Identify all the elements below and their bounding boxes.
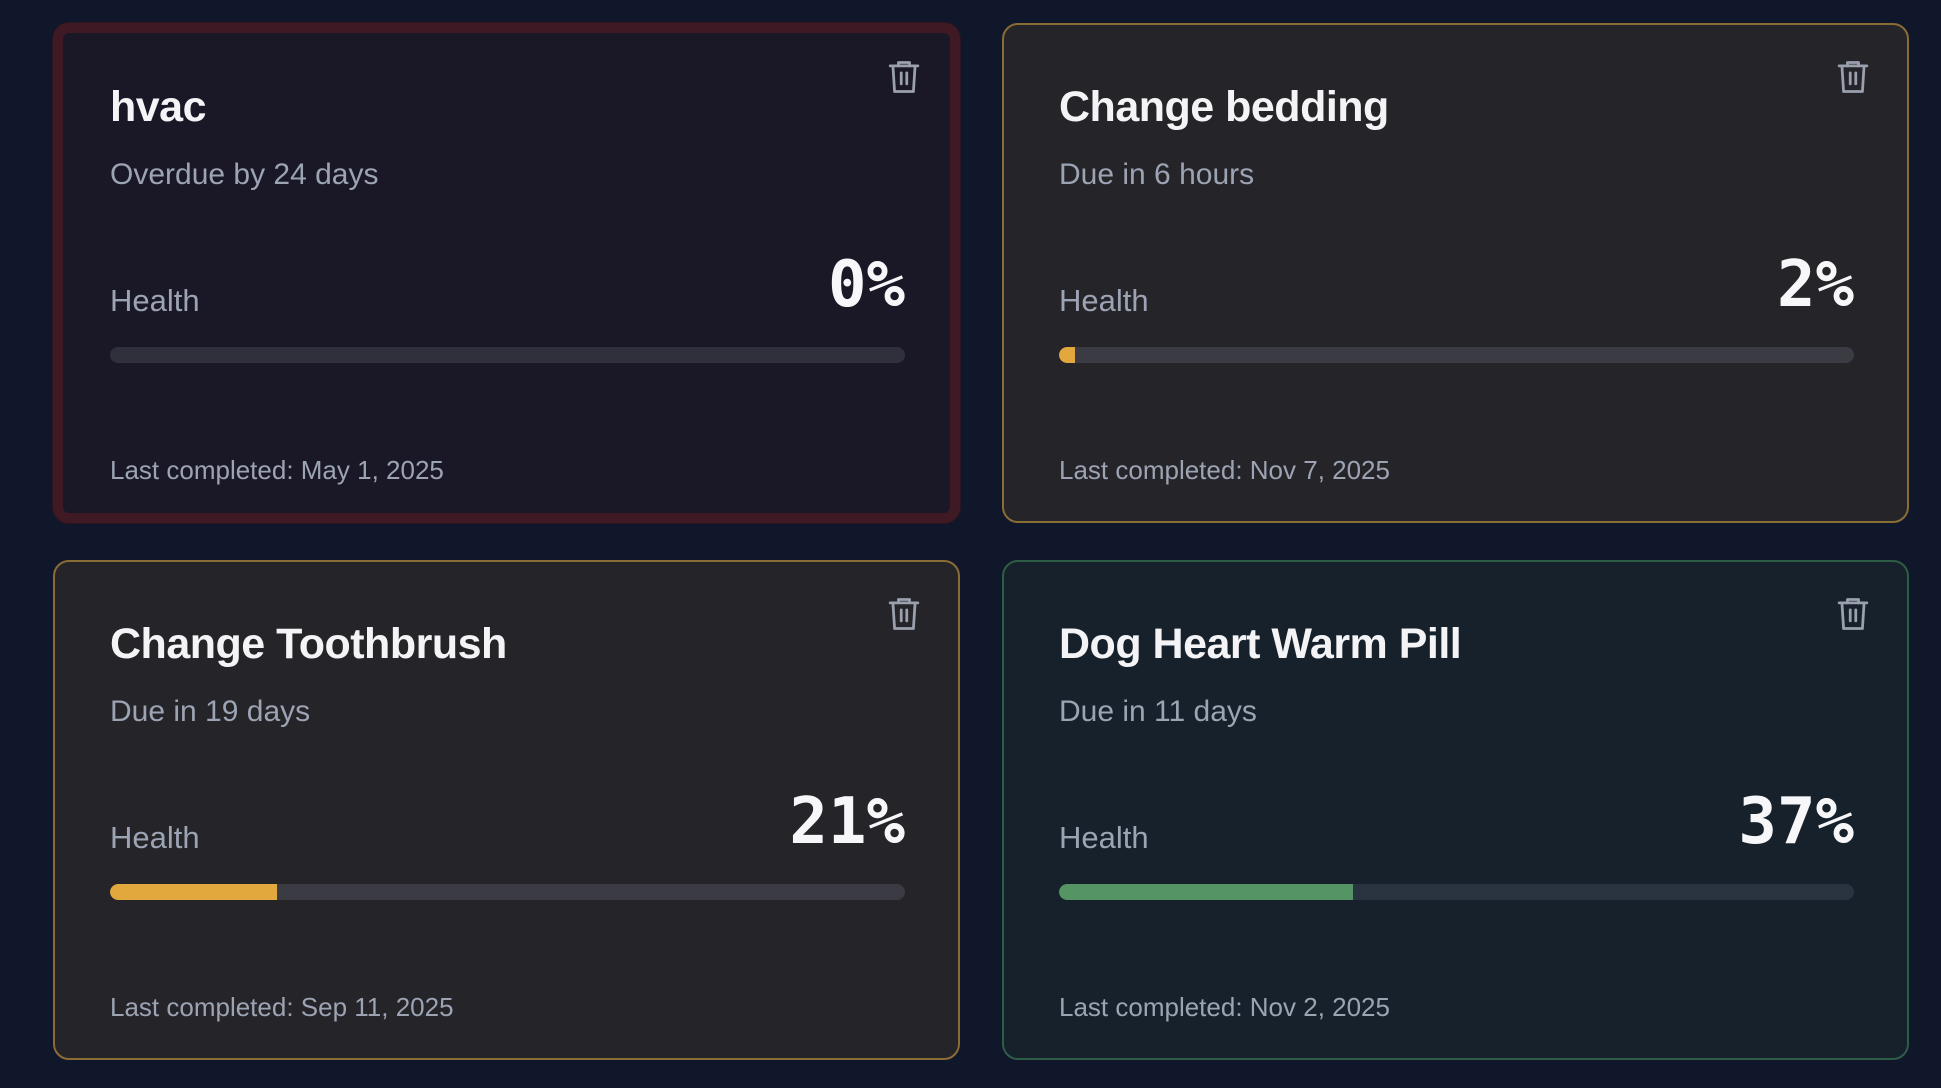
health-label: Health: [1059, 820, 1149, 855]
health-label: Health: [110, 283, 200, 318]
trash-icon[interactable]: [1836, 596, 1870, 632]
health-progress-bar: [1059, 884, 1854, 900]
health-label: Health: [110, 820, 200, 855]
task-due-status: Overdue by 24 days: [110, 158, 379, 191]
task-card-dog-heart-warm-pill[interactable]: Dog Heart Warm Pill Due in 11 days Healt…: [1002, 560, 1909, 1060]
task-title: hvac: [110, 83, 207, 131]
trash-icon[interactable]: [887, 596, 921, 632]
health-percent: 37%: [1738, 785, 1854, 859]
health-progress-fill: [1059, 347, 1075, 363]
trash-icon[interactable]: [1836, 59, 1870, 95]
health-percent: 2%: [1776, 248, 1854, 322]
trash-icon[interactable]: [887, 59, 921, 95]
health-progress-bar: [110, 347, 905, 363]
task-due-status: Due in 11 days: [1059, 695, 1257, 728]
task-card-hvac[interactable]: hvac Overdue by 24 days Health 0% Last c…: [53, 23, 960, 523]
task-card-change-toothbrush[interactable]: Change Toothbrush Due in 19 days Health …: [53, 560, 960, 1060]
last-completed: Last completed: Nov 2, 2025: [1059, 992, 1390, 1022]
last-completed: Last completed: Nov 7, 2025: [1059, 455, 1390, 485]
task-card-grid: hvac Overdue by 24 days Health 0% Last c…: [53, 23, 1909, 1060]
task-title: Change Toothbrush: [110, 620, 507, 668]
task-title: Dog Heart Warm Pill: [1059, 620, 1462, 668]
task-card-change-bedding[interactable]: Change bedding Due in 6 hours Health 2% …: [1002, 23, 1909, 523]
health-percent: 0%: [827, 248, 905, 322]
health-progress-fill: [110, 884, 277, 900]
last-completed: Last completed: May 1, 2025: [110, 455, 444, 485]
health-progress-bar: [110, 884, 905, 900]
health-label: Health: [1059, 283, 1149, 318]
task-title: Change bedding: [1059, 83, 1389, 131]
task-due-status: Due in 19 days: [110, 695, 311, 728]
task-due-status: Due in 6 hours: [1059, 158, 1255, 191]
last-completed: Last completed: Sep 11, 2025: [110, 992, 454, 1022]
health-progress-bar: [1059, 347, 1854, 363]
health-percent: 21%: [789, 785, 905, 859]
health-progress-fill: [1059, 884, 1354, 900]
